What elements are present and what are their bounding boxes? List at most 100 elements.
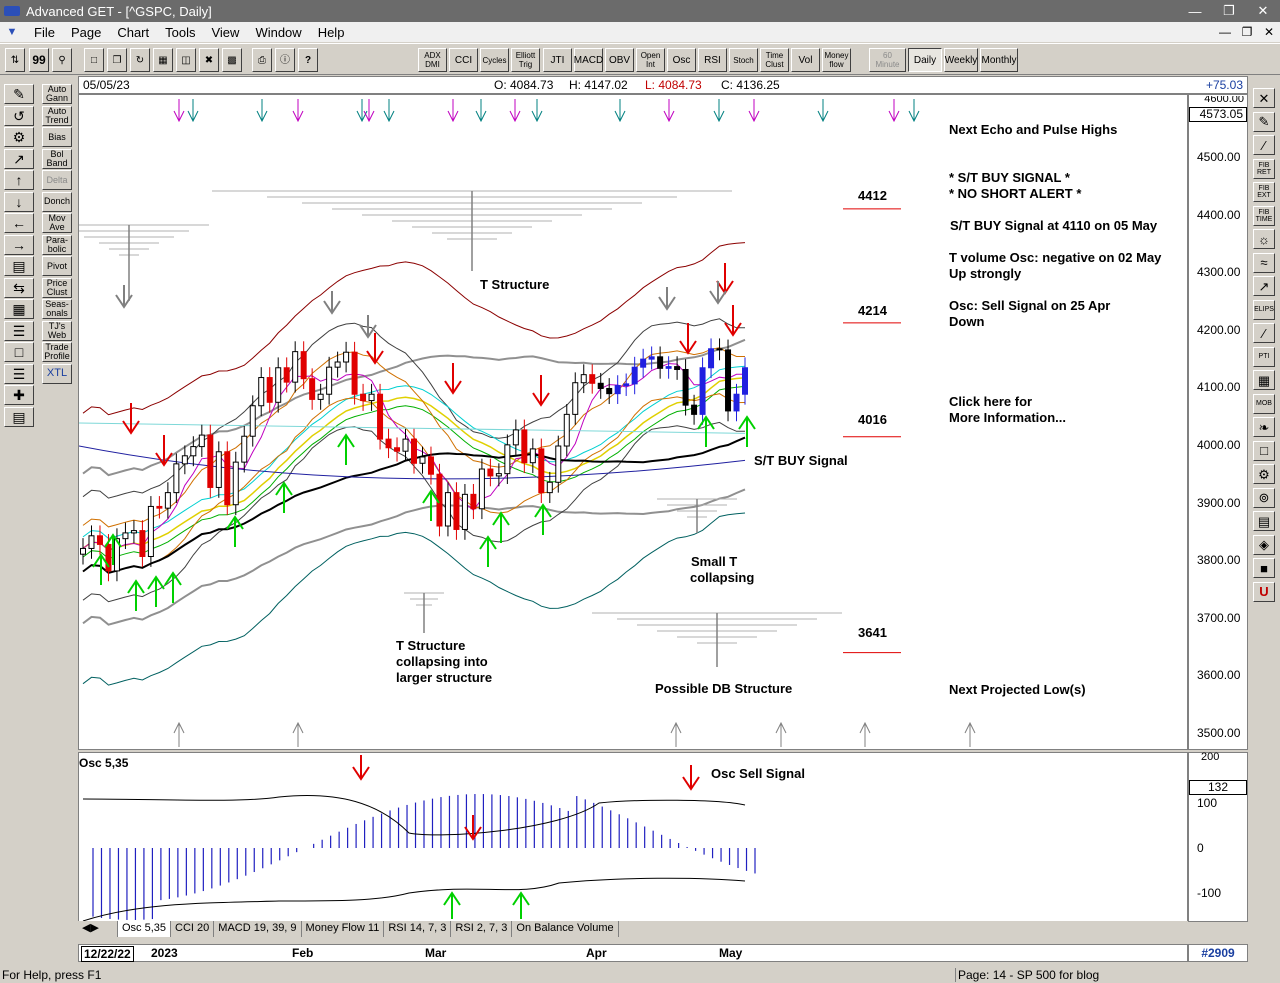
- tool-delta[interactable]: Delta: [42, 170, 72, 190]
- period-button-daily[interactable]: Daily: [908, 48, 942, 72]
- indicator-button-time-clust[interactable]: Time Clust: [760, 48, 789, 72]
- pointer-tool-icon[interactable]: ⇅: [5, 48, 25, 72]
- tab-osc-5-35[interactable]: Osc 5,35: [118, 921, 172, 937]
- pencil-icon[interactable]: ✎: [4, 84, 34, 104]
- right-tool-6-icon[interactable]: ☼: [1253, 229, 1275, 249]
- maximize-icon[interactable]: ❐: [1223, 3, 1235, 18]
- price-chart[interactable]: Next Echo and Pulse Highs * S/T BUY SIGN…: [78, 94, 1188, 750]
- mdi-restore-icon[interactable]: ❐: [1241, 25, 1253, 39]
- arrow-right-icon[interactable]: →: [4, 234, 34, 255]
- tab-cci-20[interactable]: CCI 20: [171, 921, 215, 937]
- right-tool-7-icon[interactable]: ≈: [1253, 252, 1275, 273]
- document-icon[interactable]: ▼: [6, 26, 18, 38]
- right-tool-15-icon[interactable]: □: [1253, 440, 1275, 461]
- more-info-link[interactable]: Click here for: [949, 394, 1033, 409]
- indicator-button-money-flow[interactable]: Money flow: [822, 48, 851, 72]
- right-tool-3-icon[interactable]: FIB RET: [1253, 158, 1275, 179]
- tool-auto-trend[interactable]: Auto Trend: [42, 105, 72, 126]
- right-tool-8-icon[interactable]: ↗: [1253, 276, 1275, 296]
- print-icon[interactable]: ⎙: [252, 48, 272, 72]
- right-tool-14-icon[interactable]: ❧: [1253, 417, 1275, 437]
- arrow-left-icon[interactable]: ←: [4, 213, 34, 233]
- tool-tj-s-web[interactable]: TJ's Web: [42, 320, 72, 341]
- indicator-button-cycles[interactable]: Cycles: [480, 48, 509, 72]
- right-tool-10-icon[interactable]: ∕: [1253, 323, 1275, 343]
- fib-icon[interactable]: ☰: [4, 363, 34, 384]
- tab-on-balance-volume[interactable]: On Balance Volume: [512, 921, 619, 937]
- indicator-button-stoch[interactable]: Stoch: [729, 48, 758, 72]
- indicator-button-open-int[interactable]: Open Int: [636, 48, 665, 72]
- layout-icon[interactable]: ▦: [153, 48, 173, 72]
- right-tool-5-icon[interactable]: FIB TIME: [1253, 205, 1275, 226]
- quote-tool-icon[interactable]: 99: [29, 48, 49, 72]
- tab-rsi-2-7-3[interactable]: RSI 2, 7, 3: [451, 921, 513, 937]
- copy-page-icon[interactable]: ❐: [107, 48, 127, 72]
- zoom-icon[interactable]: ⚲: [52, 48, 72, 72]
- more-info-link-2[interactable]: More Information...: [949, 410, 1066, 425]
- right-tool-16-icon[interactable]: ⚙: [1253, 464, 1275, 484]
- right-tool-12-icon[interactable]: ▦: [1253, 370, 1275, 390]
- period-button-monthly[interactable]: Monthly: [980, 48, 1018, 72]
- tile-icon[interactable]: ▩: [222, 48, 242, 72]
- reset-icon[interactable]: ↺: [4, 105, 34, 126]
- indicator-button-obv[interactable]: OBV: [605, 48, 634, 72]
- lines-icon[interactable]: ☰: [4, 320, 34, 341]
- bars-icon[interactable]: ▤: [4, 256, 34, 276]
- tool-pivot[interactable]: Pivot: [42, 256, 72, 276]
- indicator-button-cci[interactable]: CCI: [449, 48, 478, 72]
- arrow-up-icon[interactable]: ↑: [4, 170, 34, 190]
- cycles-icon[interactable]: ⇆: [4, 277, 34, 298]
- right-tool-13-icon[interactable]: MOB: [1253, 393, 1275, 414]
- tab-macd-19-39-9[interactable]: MACD 19, 39, 9: [214, 921, 302, 937]
- elliott-icon[interactable]: ↗: [4, 148, 34, 169]
- study-icon[interactable]: ⚙: [4, 127, 34, 147]
- right-tool-1-icon[interactable]: ✎: [1253, 111, 1275, 132]
- mdi-minimize-icon[interactable]: —: [1219, 25, 1231, 39]
- menu-help[interactable]: Help: [317, 24, 345, 40]
- right-tool-20-icon[interactable]: ■: [1253, 558, 1275, 578]
- tab-rsi-14-7-3[interactable]: RSI 14, 7, 3: [384, 921, 452, 937]
- close-icon[interactable]: ✕: [1246, 0, 1280, 22]
- help-icon[interactable]: ?: [298, 48, 318, 72]
- tool-seas-onals[interactable]: Seas- onals: [42, 299, 72, 319]
- new-page-icon[interactable]: □: [84, 48, 104, 72]
- tool-bol-band[interactable]: Bol Band: [42, 148, 72, 169]
- right-tool-4-icon[interactable]: FIB EXT: [1253, 182, 1275, 202]
- tool-trade-profile[interactable]: Trade Profile: [42, 342, 72, 362]
- indicator-button-osc[interactable]: Osc: [667, 48, 696, 72]
- mdi-close-icon[interactable]: ✕: [1263, 25, 1275, 39]
- cross-icon[interactable]: ✚: [4, 385, 34, 405]
- right-tool-9-icon[interactable]: ELIPS: [1253, 299, 1275, 320]
- period-button-60-minute[interactable]: 60 Minute: [869, 48, 906, 72]
- indicator-button-rsi[interactable]: RSI: [698, 48, 727, 72]
- minimize-icon[interactable]: —: [1188, 3, 1202, 19]
- tool-donch[interactable]: Donch: [42, 191, 72, 212]
- tool-price-clust[interactable]: Price Clust: [42, 277, 72, 298]
- tool-auto-gann[interactable]: Auto Gann: [42, 84, 72, 104]
- gann-icon[interactable]: □: [4, 342, 34, 362]
- delete-icon[interactable]: ✖: [199, 48, 219, 72]
- indicator-button-adx-dmi[interactable]: ADX DMI: [418, 48, 447, 72]
- info-icon[interactable]: ⓘ: [275, 48, 295, 72]
- menu-tools[interactable]: Tools: [165, 24, 196, 40]
- oscillator-pane[interactable]: Osc 5,35 Osc Sell Signal: [78, 752, 1188, 922]
- right-tool-18-icon[interactable]: ▤: [1253, 511, 1275, 531]
- settings-icon[interactable]: ▤: [4, 406, 34, 427]
- indicator-button-jti[interactable]: JTI: [543, 48, 572, 72]
- split-icon[interactable]: ◫: [176, 48, 196, 72]
- menu-window[interactable]: Window: [255, 24, 302, 40]
- menu-chart[interactable]: Chart: [117, 24, 150, 40]
- right-tool-0-icon[interactable]: ✕: [1253, 88, 1275, 108]
- right-tool-17-icon[interactable]: ⊚: [1253, 487, 1275, 508]
- right-tool-2-icon[interactable]: ∕: [1253, 135, 1275, 155]
- right-tool-21-icon[interactable]: U: [1253, 581, 1275, 602]
- indicator-button-vol[interactable]: Vol: [791, 48, 820, 72]
- grid-icon[interactable]: ▦: [4, 299, 34, 319]
- tool-bias[interactable]: Bias: [42, 127, 72, 147]
- menu-file[interactable]: File: [34, 24, 55, 40]
- indicator-button-macd[interactable]: MACD: [574, 48, 603, 72]
- menu-view[interactable]: View: [211, 24, 240, 40]
- refresh-icon[interactable]: ↻: [130, 48, 150, 72]
- right-tool-11-icon[interactable]: PTI: [1253, 346, 1275, 367]
- tool-para-bolic[interactable]: Para- bolic: [42, 234, 72, 255]
